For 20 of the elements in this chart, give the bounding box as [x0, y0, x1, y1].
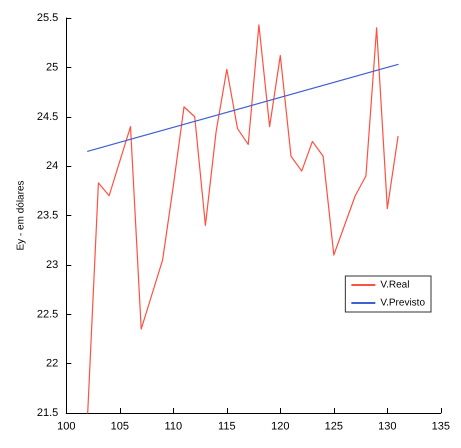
- y-tick-label: 23.5: [36, 210, 58, 222]
- x-tick-label: 110: [164, 420, 182, 432]
- x-tick-label: 120: [271, 420, 290, 432]
- y-tick-label: 21.5: [36, 407, 58, 419]
- x-tick-label: 100: [57, 420, 76, 432]
- y-tick-label: 24: [46, 160, 58, 172]
- y-tick-label: 22.5: [36, 308, 58, 320]
- y-tick-label: 22: [46, 358, 58, 370]
- y-tick-label: 24.5: [36, 110, 58, 123]
- x-tick-label: 115: [218, 420, 236, 432]
- legend-label: V.Real: [380, 280, 410, 290]
- x-tick-label: 135: [432, 420, 450, 432]
- y-tick-label: 23: [46, 258, 58, 271]
- y-tick-label: 25: [46, 61, 58, 74]
- y-axis-title: Ey - em dólares: [16, 180, 26, 251]
- legend-label: V.Previsto: [380, 298, 426, 308]
- x-tick-label: 130: [378, 420, 396, 432]
- y-tick-label: 25.5: [36, 12, 58, 24]
- x-tick-label: 105: [110, 420, 129, 432]
- x-tick-label: 125: [324, 420, 343, 432]
